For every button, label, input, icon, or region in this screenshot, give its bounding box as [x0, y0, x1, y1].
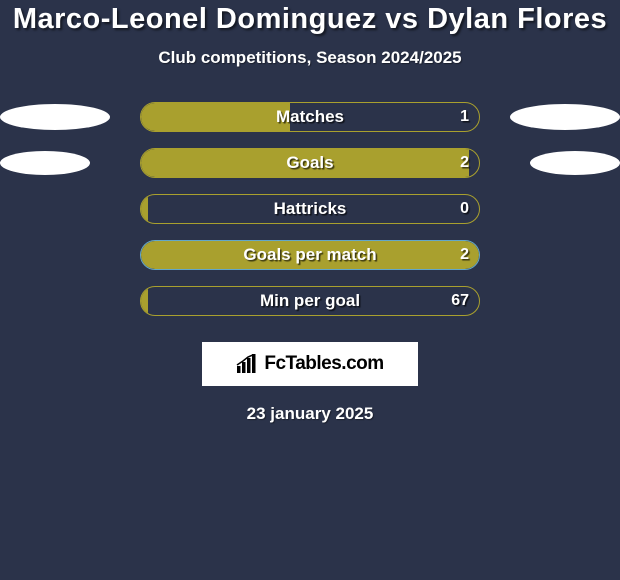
stat-row: Matches1 — [0, 94, 620, 140]
player-marker-right — [530, 151, 620, 175]
comparison-card: Marco-Leonel Dominguez vs Dylan Flores C… — [0, 0, 620, 424]
brand-badge[interactable]: FcTables.com — [202, 342, 418, 386]
stat-value: 2 — [460, 149, 469, 177]
stat-row: Goals2 — [0, 140, 620, 186]
stat-bar: Matches1 — [140, 102, 480, 132]
stat-bar: Goals2 — [140, 148, 480, 178]
player-marker-right — [510, 104, 620, 130]
stat-row: Goals per match2 — [0, 232, 620, 278]
player-marker-left — [0, 104, 110, 130]
stat-value: 67 — [451, 287, 469, 315]
stat-bar: Min per goal67 — [140, 286, 480, 316]
stat-label: Goals per match — [141, 241, 479, 269]
stat-label: Min per goal — [141, 287, 479, 315]
stat-label: Goals — [141, 149, 479, 177]
date-text: 23 january 2025 — [0, 404, 620, 424]
stat-value: 1 — [460, 103, 469, 131]
brand-text: FcTables.com — [264, 353, 383, 375]
stat-label: Hattricks — [141, 195, 479, 223]
stat-row: Min per goal67 — [0, 278, 620, 324]
stat-label: Matches — [141, 103, 479, 131]
stats-list: Matches1Goals2Hattricks0Goals per match2… — [0, 94, 620, 324]
subtitle: Club competitions, Season 2024/2025 — [0, 48, 620, 68]
stat-value: 0 — [460, 195, 469, 223]
stat-bar: Hattricks0 — [140, 194, 480, 224]
stat-value: 2 — [460, 241, 469, 269]
bar-chart-icon — [236, 354, 258, 374]
stat-bar: Goals per match2 — [140, 240, 480, 270]
page-title: Marco-Leonel Dominguez vs Dylan Flores — [0, 4, 620, 34]
player-marker-left — [0, 151, 90, 175]
stat-row: Hattricks0 — [0, 186, 620, 232]
